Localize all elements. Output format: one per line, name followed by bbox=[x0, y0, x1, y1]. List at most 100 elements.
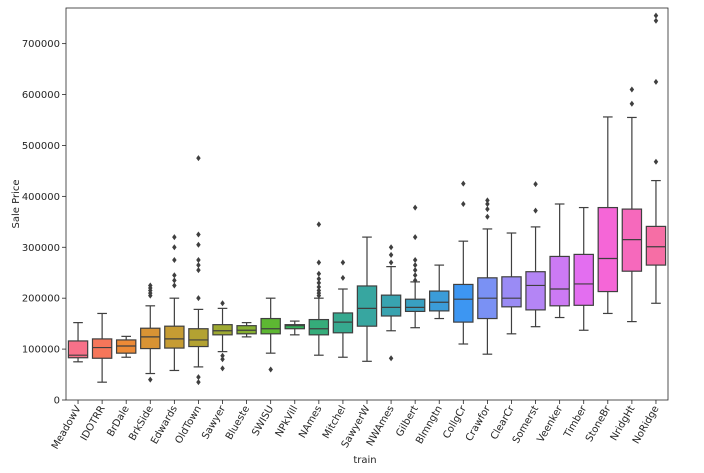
box-layer bbox=[67, 12, 667, 386]
outlier-point bbox=[148, 376, 153, 383]
y-axis-label: Sale Price bbox=[11, 180, 22, 229]
y-tick-label: 100000 bbox=[22, 345, 60, 356]
outlier-point bbox=[461, 180, 466, 187]
outlier-point bbox=[196, 257, 201, 263]
box-group-noridge bbox=[645, 12, 667, 304]
box-group-brkside bbox=[140, 282, 161, 383]
y-tick-label: 200000 bbox=[22, 294, 60, 305]
outlier-point bbox=[172, 234, 177, 241]
box bbox=[91, 338, 113, 359]
outlier-point bbox=[196, 295, 201, 302]
box-group-stonebr bbox=[597, 116, 619, 315]
box-group-edwards bbox=[164, 234, 185, 372]
x-tick-label: Blueste bbox=[224, 404, 252, 442]
box bbox=[308, 318, 330, 336]
box-group-swisu bbox=[260, 297, 281, 373]
box-group-idotrr bbox=[91, 312, 113, 383]
y-tick-label: 500000 bbox=[22, 141, 60, 152]
box bbox=[597, 206, 619, 293]
x-axis-label: train bbox=[353, 455, 376, 466]
outlier-point bbox=[268, 366, 273, 373]
box bbox=[164, 325, 185, 349]
outlier-point bbox=[220, 352, 225, 359]
y-tick-label: 400000 bbox=[22, 192, 60, 203]
outlier-point bbox=[653, 78, 659, 85]
outlier-point bbox=[316, 287, 322, 294]
outlier-point bbox=[172, 244, 177, 251]
outlier-point bbox=[340, 259, 346, 266]
box-group-mitchel bbox=[332, 259, 354, 358]
outlier-point bbox=[196, 267, 201, 274]
box bbox=[549, 255, 570, 307]
outlier-point bbox=[653, 12, 659, 19]
outlier-point bbox=[412, 262, 418, 269]
outlier-point bbox=[316, 275, 322, 282]
box-group-meadowv bbox=[67, 322, 89, 363]
box bbox=[188, 328, 209, 348]
outlier-point bbox=[196, 155, 201, 162]
box-group-collgcr bbox=[453, 180, 474, 345]
outlier-point bbox=[196, 379, 201, 386]
outlier-point bbox=[388, 244, 394, 251]
outlier-point bbox=[485, 197, 490, 204]
outlier-point bbox=[485, 206, 490, 213]
outlier-point bbox=[653, 158, 659, 165]
x-tick-label: SWISU bbox=[250, 404, 276, 438]
box bbox=[429, 290, 450, 312]
box-group-crawfor bbox=[477, 197, 498, 355]
box bbox=[573, 253, 594, 306]
box bbox=[260, 317, 281, 335]
box bbox=[404, 298, 426, 313]
outlier-point bbox=[388, 251, 394, 258]
y-tick-label: 600000 bbox=[22, 90, 60, 101]
box-group-nridght bbox=[621, 86, 643, 323]
box bbox=[332, 312, 354, 334]
outlier-point bbox=[412, 257, 418, 263]
box bbox=[356, 285, 378, 327]
outlier-point bbox=[196, 231, 201, 238]
y-axis: 0 100000 200000 300000 400000 500000 600000 700… bbox=[22, 39, 66, 407]
x-tick-label: MeadowV bbox=[50, 404, 84, 452]
outlier-point bbox=[316, 221, 322, 228]
box-group-nwames bbox=[380, 244, 402, 362]
outlier-point bbox=[316, 259, 322, 266]
outlier-point bbox=[653, 17, 659, 24]
outlier-point bbox=[316, 279, 322, 286]
box bbox=[140, 327, 161, 350]
box-group-blueste bbox=[236, 322, 257, 338]
box-group-veenker bbox=[549, 203, 570, 319]
x-tick-label: BrDale bbox=[105, 404, 131, 439]
outlier-point bbox=[412, 204, 418, 211]
box bbox=[380, 294, 402, 317]
y-tick-label: 0 bbox=[54, 396, 60, 407]
y-tick-label: 300000 bbox=[22, 243, 60, 254]
outlier-point bbox=[340, 274, 346, 281]
box-group-somerst bbox=[525, 181, 546, 328]
x-tick-label: Gilbert bbox=[394, 404, 420, 439]
outlier-point bbox=[412, 234, 418, 241]
outlier-point bbox=[220, 356, 225, 363]
outlier-point bbox=[196, 262, 201, 269]
outlier-point bbox=[172, 282, 177, 289]
box-group-sawyerw bbox=[356, 236, 378, 362]
outlier-point bbox=[533, 181, 538, 188]
box-group-timber bbox=[573, 206, 594, 331]
outlier-point bbox=[412, 267, 418, 274]
box-group-clearcr bbox=[501, 232, 522, 335]
box bbox=[453, 283, 474, 323]
outlier-point bbox=[461, 201, 466, 207]
outlier-point bbox=[485, 201, 490, 207]
outlier-point bbox=[316, 270, 322, 277]
box bbox=[645, 225, 667, 266]
box-group-oldtown bbox=[188, 155, 209, 386]
y-tick-label: 700000 bbox=[22, 39, 60, 50]
outlier-point bbox=[196, 241, 201, 248]
outlier-point bbox=[148, 282, 153, 289]
outlier-point bbox=[172, 272, 177, 279]
outlier-point bbox=[388, 355, 394, 362]
box-group-gilbert bbox=[404, 204, 426, 329]
outlier-point bbox=[629, 100, 635, 107]
outlier-point bbox=[172, 257, 177, 263]
box bbox=[67, 340, 89, 359]
